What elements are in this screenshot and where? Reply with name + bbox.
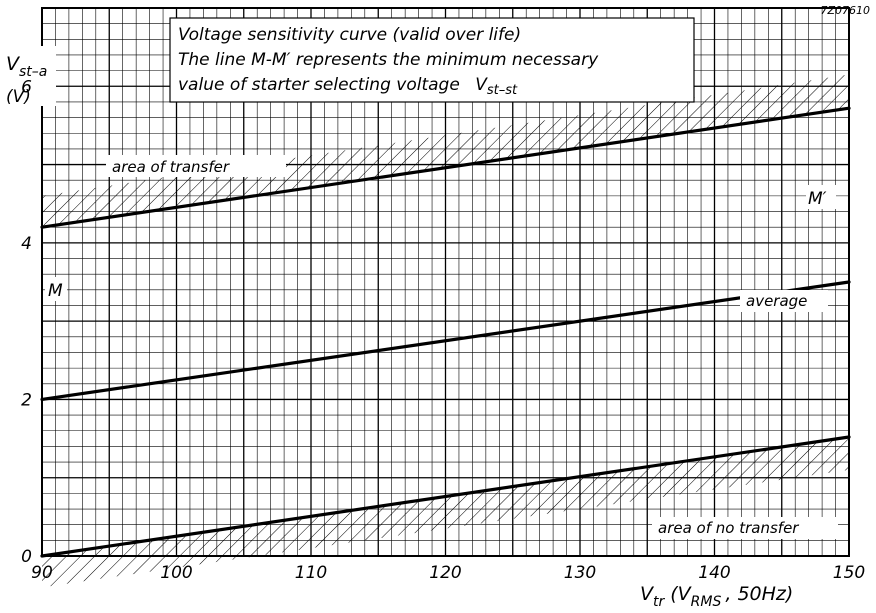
- y-tick-label: 6: [21, 77, 32, 97]
- x-tick-labels: 90 100 110 120 130 140 150: [31, 563, 865, 583]
- title-box: [169, 17, 695, 103]
- m-label-box: [45, 277, 67, 301]
- series-line-2: [40, 435, 851, 558]
- hatched-areas: [42, 74, 849, 588]
- title-line-3: value of starter selecting voltage Vst–s…: [178, 75, 518, 98]
- hatch-band: [42, 74, 849, 228]
- x-tick-label: 150: [833, 563, 865, 583]
- xlabel-paren-tail: , 50Hz): [725, 583, 793, 605]
- y-tick-label: 0: [21, 547, 32, 567]
- ylabel-box: [2, 46, 56, 106]
- x-tick-label: 100: [160, 563, 192, 583]
- ylabel: Vst–a: [6, 53, 47, 80]
- x-tick-label: 140: [698, 563, 730, 583]
- m-prime-label: M′: [808, 189, 827, 209]
- figure-code: 7Z07610: [820, 4, 870, 17]
- xlabel-sub: tr: [653, 594, 665, 610]
- area-no-transfer-label: area of no transfer: [658, 519, 799, 537]
- xlabel-paren-sub: RMS: [691, 594, 722, 610]
- area-transfer-box: [106, 155, 286, 177]
- curves: [40, 106, 851, 558]
- title-line-2: The line M-M′ represents the minimum nec…: [178, 50, 599, 70]
- xlabel: Vtr (VRMS, 50Hz): [640, 583, 793, 610]
- x-tick-label: 130: [564, 563, 596, 583]
- title-line-1: Voltage sensitivity curve (valid over li…: [178, 25, 521, 45]
- xlabel-base: V: [640, 583, 655, 605]
- x-tick-label: 120: [429, 563, 461, 583]
- yunit: (V): [6, 87, 31, 107]
- m-prime-label-box: [806, 185, 836, 209]
- ylabel-base: V: [6, 53, 21, 75]
- average-box: [740, 290, 828, 312]
- average-label: average: [746, 292, 807, 310]
- x-tick-label: 90: [31, 563, 53, 583]
- area-transfer-label: area of transfer: [112, 158, 230, 176]
- series-line-1: [40, 280, 851, 402]
- title-symbol-sub: st–st: [487, 83, 518, 98]
- ylabel-sub: st–a: [19, 64, 47, 80]
- y-tick-label: 2: [21, 390, 32, 410]
- y-tick-labels: 0 2 4 6: [21, 77, 32, 567]
- xlabel-paren-open: (V: [670, 583, 692, 605]
- title-line-3-text: value of starter selecting voltage: [178, 75, 460, 95]
- m-label: M: [48, 281, 63, 301]
- y-tick-label: 4: [21, 234, 32, 254]
- plot-frame: [41, 7, 850, 557]
- area-no-transfer-box: [652, 517, 838, 539]
- x-tick-label: 110: [295, 563, 327, 583]
- title-symbol-base: V: [475, 75, 488, 95]
- series-line-0: [40, 106, 851, 229]
- hatch-band: [42, 437, 849, 588]
